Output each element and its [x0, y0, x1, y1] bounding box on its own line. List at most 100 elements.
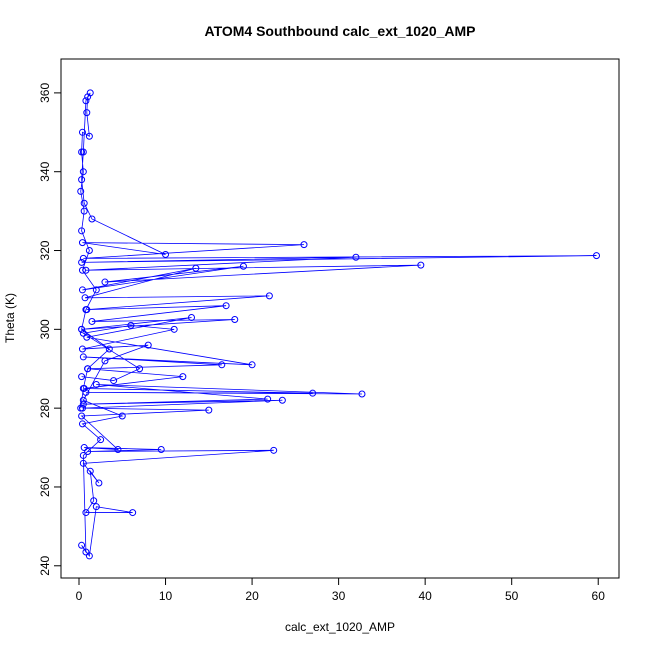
point — [95, 479, 103, 487]
point — [82, 97, 90, 105]
point — [309, 389, 317, 397]
point — [78, 412, 86, 420]
point — [88, 317, 96, 325]
x-tick-label: 30 — [332, 589, 346, 603]
point — [85, 132, 93, 140]
point — [78, 541, 86, 549]
point — [136, 365, 144, 373]
point — [222, 302, 230, 310]
point — [80, 199, 88, 207]
point — [81, 294, 89, 302]
point — [80, 207, 88, 215]
point — [90, 497, 98, 505]
y-tick-label: 280 — [38, 398, 52, 418]
point — [157, 446, 165, 454]
y-tick-label: 260 — [38, 477, 52, 497]
point — [82, 266, 90, 274]
point — [144, 341, 152, 349]
point — [79, 329, 87, 337]
point — [79, 168, 87, 176]
point — [192, 264, 200, 272]
point — [105, 345, 113, 353]
point — [79, 451, 87, 459]
point — [300, 241, 308, 249]
point — [358, 390, 366, 398]
point — [101, 357, 109, 365]
y-tick-label: 240 — [38, 555, 52, 575]
point — [78, 227, 86, 235]
point — [78, 128, 86, 136]
point — [79, 353, 87, 361]
point — [114, 446, 122, 454]
point — [79, 254, 87, 262]
point — [78, 325, 86, 333]
point — [80, 384, 88, 392]
y-tick-label: 300 — [38, 319, 52, 339]
point — [231, 315, 239, 323]
point — [248, 361, 256, 369]
point — [83, 333, 91, 341]
point — [170, 325, 178, 333]
point — [352, 253, 360, 261]
point — [79, 400, 87, 408]
point — [278, 396, 286, 404]
point — [97, 436, 105, 444]
point — [86, 467, 94, 475]
point — [270, 446, 278, 454]
point — [78, 404, 86, 412]
point — [78, 239, 86, 247]
point — [84, 365, 92, 373]
point — [179, 373, 187, 381]
point — [92, 381, 100, 389]
x-tick-label: 50 — [505, 589, 519, 603]
point — [82, 548, 90, 556]
point — [79, 459, 87, 467]
y-tick-label: 320 — [38, 240, 52, 260]
chart-title: ATOM4 Southbound calc_ext_1020_AMP — [205, 23, 476, 39]
point — [82, 509, 90, 517]
series-line — [80, 92, 597, 557]
point — [417, 261, 425, 269]
x-tick-label: 0 — [76, 589, 83, 603]
point — [78, 176, 86, 184]
point — [205, 406, 213, 414]
point — [101, 278, 109, 286]
point — [92, 503, 100, 511]
point — [239, 262, 247, 270]
x-axis-label: calc_ext_1020_AMP — [285, 620, 395, 634]
point — [78, 373, 86, 381]
x-tick-label: 20 — [245, 589, 259, 603]
point — [129, 509, 137, 517]
point — [78, 266, 86, 274]
point — [77, 187, 85, 195]
y-tick-label: 340 — [38, 161, 52, 181]
point — [265, 292, 273, 300]
point — [78, 258, 86, 266]
point — [85, 247, 93, 255]
point — [79, 148, 87, 156]
x-tick-label: 60 — [592, 589, 606, 603]
point — [162, 250, 170, 258]
point — [188, 314, 195, 322]
point — [264, 395, 272, 403]
point — [80, 444, 88, 452]
point — [218, 361, 226, 369]
x-tick-label: 10 — [159, 589, 173, 603]
point — [110, 377, 118, 385]
point — [85, 552, 93, 560]
point — [78, 286, 86, 294]
y-tick-label: 360 — [38, 83, 52, 103]
point — [118, 412, 126, 420]
point — [83, 109, 91, 117]
point — [88, 215, 96, 223]
y-axis-label: Theta (K) — [3, 293, 17, 343]
point — [593, 252, 600, 260]
point — [86, 89, 94, 97]
point — [82, 388, 90, 396]
point — [83, 306, 91, 314]
point — [78, 345, 86, 353]
point — [78, 420, 86, 428]
point — [84, 448, 92, 456]
